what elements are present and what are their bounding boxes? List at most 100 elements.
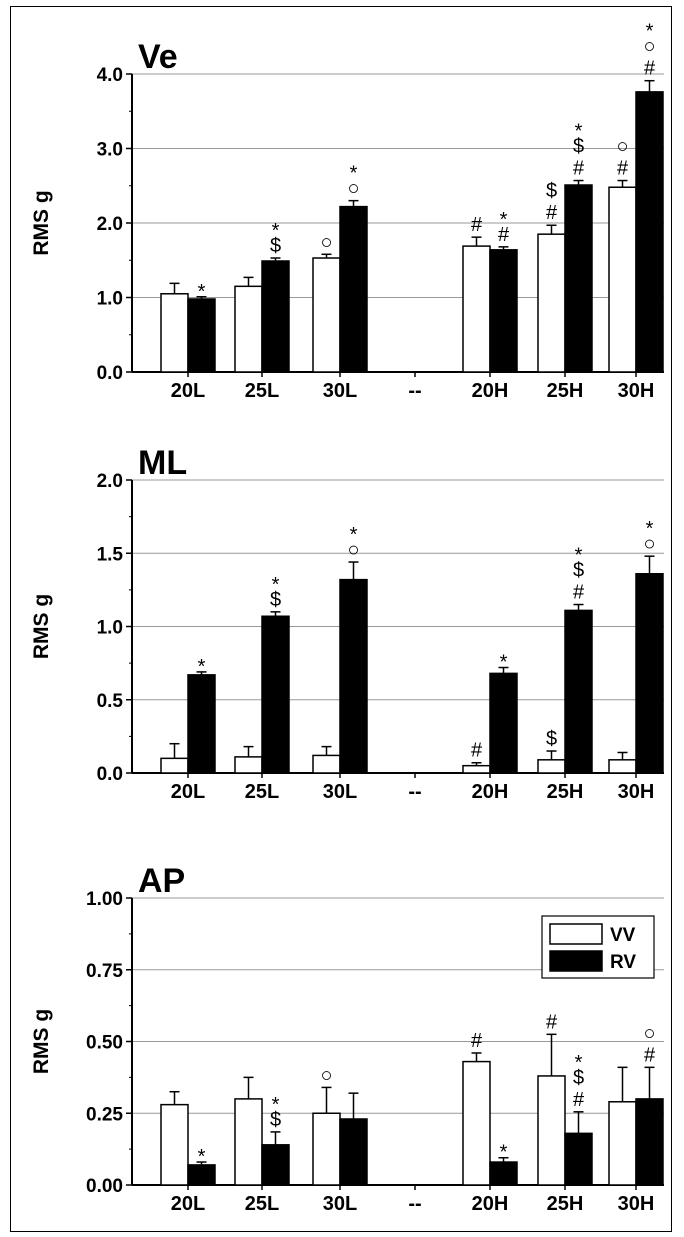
category-label: 20H xyxy=(472,781,509,803)
y-axis-label: RMS g xyxy=(30,190,53,255)
category-label: 25L xyxy=(245,781,279,803)
y-tick-label: 2.0 xyxy=(97,471,123,492)
significance-mark: * xyxy=(500,209,508,231)
category-label: 20L xyxy=(171,781,205,803)
bar-rv-30l xyxy=(340,580,367,773)
legend-swatch-vv xyxy=(550,924,602,944)
bar-vv-20l xyxy=(161,1105,188,1185)
significance-mark: # xyxy=(546,202,558,224)
significance-mark: * xyxy=(350,524,358,546)
bar-rv-30l xyxy=(340,207,367,372)
bar-rv-20h xyxy=(490,1162,517,1185)
bar-vv-25h xyxy=(538,234,565,372)
y-tick-label: 1.00 xyxy=(86,889,123,910)
y-tick-label: 0.75 xyxy=(86,961,123,982)
legend-label-vv: VV xyxy=(610,925,636,946)
y-axis-label: RMS g xyxy=(30,1009,53,1074)
category-label: 25L xyxy=(245,380,279,402)
bar-vv-25l xyxy=(235,757,262,773)
category-label: 25H xyxy=(547,781,584,803)
bar-rv-25l xyxy=(262,1145,289,1185)
y-tick-label: 3.0 xyxy=(97,140,123,161)
category-label: 20L xyxy=(171,380,205,402)
y-axis-label: RMS g xyxy=(30,594,53,659)
significance-mark: # xyxy=(617,158,629,180)
legend: VV RV xyxy=(542,916,654,978)
bar-rv-25l xyxy=(262,616,289,773)
significance-mark: * xyxy=(575,545,583,567)
significance-mark: ○ xyxy=(320,231,332,253)
bar-rv-20l xyxy=(188,675,215,773)
category-label: 25H xyxy=(547,380,584,402)
y-tick-label: 1.5 xyxy=(97,544,124,565)
significance-mark: * xyxy=(500,652,508,674)
panel-title: Ve xyxy=(138,38,178,76)
significance-mark: # xyxy=(573,582,585,604)
bar-rv-30h xyxy=(636,1099,663,1185)
bar-rv-20h xyxy=(490,673,517,773)
significance-mark: * xyxy=(272,220,280,242)
significance-mark: * xyxy=(272,1094,280,1116)
significance-mark: ○ xyxy=(616,136,628,158)
bar-vv-30l xyxy=(313,258,340,372)
significance-mark: # xyxy=(546,1011,558,1033)
significance-mark: * xyxy=(198,656,206,678)
significance-mark: * xyxy=(646,518,654,540)
category-label: -- xyxy=(408,781,421,803)
bar-vv-25h xyxy=(538,760,565,773)
panel-ap: 0.00 0.25 0.50 0.75 1.00 AP RMS g 20L 25L 30L -- 20… xyxy=(30,862,664,1215)
y-tick-label: 0.0 xyxy=(97,764,123,785)
bar-vv-20h xyxy=(463,1062,490,1185)
y-tick-label: 0.50 xyxy=(86,1033,123,1054)
significance-mark: $ xyxy=(546,728,557,750)
category-label: 30H xyxy=(618,1193,655,1215)
bar-rv-25h xyxy=(565,610,592,773)
y-tick-label: 0.25 xyxy=(86,1104,123,1125)
panel-title: AP xyxy=(138,862,185,900)
legend-swatch-rv xyxy=(550,951,602,971)
category-label: 20H xyxy=(472,380,509,402)
category-label: 30L xyxy=(323,1193,357,1215)
significance-mark: # xyxy=(573,158,585,180)
significance-mark: # xyxy=(471,1030,483,1052)
bar-rv-30h xyxy=(636,92,663,372)
bar-vv-30h xyxy=(609,760,636,773)
bar-vv-25l xyxy=(235,286,262,372)
category-label: 25H xyxy=(547,1193,584,1215)
bar-rv-25l xyxy=(262,261,289,372)
y-tick-label: 4.0 xyxy=(97,65,123,86)
y-tick-label: 2.0 xyxy=(97,214,123,235)
significance-mark: # xyxy=(471,214,483,236)
category-label: 25L xyxy=(245,1193,279,1215)
significance-mark: # xyxy=(644,58,656,80)
category-label: 20H xyxy=(472,1193,509,1215)
bar-vv-20l xyxy=(161,758,188,773)
y-tick-label: 0.0 xyxy=(97,363,123,384)
y-tick-label: 0.5 xyxy=(97,691,124,712)
bar-vv-25h xyxy=(538,1076,565,1185)
y-tick-label: 1.0 xyxy=(97,289,123,310)
category-label: 30L xyxy=(323,380,357,402)
panel-title: ML xyxy=(138,444,187,482)
bar-rv-25h xyxy=(565,185,592,372)
significance-mark: * xyxy=(198,1146,206,1168)
significance-mark: $ xyxy=(546,180,557,202)
y-tick-label: 1.0 xyxy=(97,618,123,639)
bar-vv-20h xyxy=(463,246,490,372)
y-tick-label: 0.00 xyxy=(86,1176,123,1197)
significance-mark: * xyxy=(646,21,654,43)
bar-vv-20h xyxy=(463,766,490,773)
significance-mark: # xyxy=(471,740,483,762)
significance-mark: * xyxy=(198,281,206,303)
bar-vv-30h xyxy=(609,1102,636,1185)
category-label: 30H xyxy=(618,380,655,402)
bar-rv-20h xyxy=(490,250,517,372)
significance-mark: * xyxy=(500,1142,508,1164)
significance-mark: * xyxy=(272,574,280,596)
category-label: -- xyxy=(408,1193,421,1215)
bar-rv-20l xyxy=(188,299,215,372)
significance-mark: # xyxy=(573,1089,585,1111)
category-label: 30H xyxy=(618,781,655,803)
significance-mark: ○ xyxy=(320,1064,332,1086)
